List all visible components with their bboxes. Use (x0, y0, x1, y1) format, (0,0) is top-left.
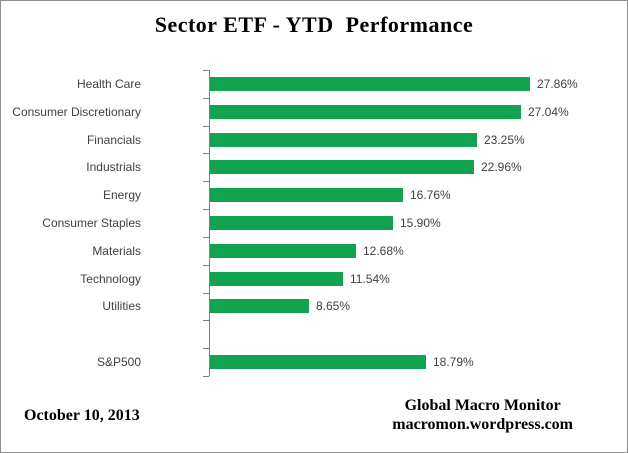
bar (210, 243, 356, 258)
bar (210, 132, 477, 147)
value-label: 15.90% (400, 215, 441, 230)
chart-title: Sector ETF - YTD Performance (154, 12, 474, 37)
axis-tick (203, 181, 209, 182)
axis-tick (203, 376, 209, 377)
source-line-2: macromon.wordpress.com (392, 416, 573, 433)
axis-tick (203, 237, 209, 238)
category-label: S&P500 (96, 355, 141, 370)
category-label: Materials (92, 243, 141, 258)
bar-row: Energy 16.76% (1, 181, 627, 209)
value-label: 8.65% (316, 299, 351, 314)
axis-tick (203, 265, 209, 266)
bar (210, 271, 343, 286)
y-axis-line (209, 70, 210, 376)
axis-tick (203, 320, 209, 321)
value-label: 12.68% (363, 243, 404, 258)
source-credit: Global Macro Monitor macromon.wordpress.… (392, 396, 573, 434)
category-label: Utilities (102, 299, 141, 314)
axis-tick (203, 293, 209, 294)
value-label: 18.79% (433, 355, 474, 370)
axis-tick (203, 126, 209, 127)
value-label: 16.76% (410, 188, 451, 203)
bar-row: Industrials 22.96% (1, 153, 627, 181)
value-label: 11.54% (350, 271, 390, 286)
bar (210, 215, 393, 230)
bar-row: Materials 12.68% (1, 237, 627, 265)
bar-row: Technology 11.54% (1, 265, 627, 293)
value-label: 27.86% (537, 76, 578, 91)
bar (210, 160, 474, 175)
category-label: Consumer Discretionary (12, 104, 141, 119)
category-label: Financials (86, 132, 141, 147)
category-label: Health Care (76, 76, 141, 91)
bar-row: Consumer Staples 15.90% (1, 209, 627, 237)
date-label: October 10, 2013 (24, 407, 140, 424)
bar-row: Utilities 8.65% (1, 293, 627, 321)
bar (210, 76, 530, 91)
bar-row (1, 320, 627, 348)
bar-row: Consumer Discretionary 27.04% (1, 98, 627, 126)
category-label: Industrials (86, 160, 141, 175)
category-label: Consumer Staples (42, 215, 141, 230)
bar-row: Health Care 27.86% (1, 70, 627, 98)
value-label: 22.96% (481, 160, 522, 175)
category-label: Technology (80, 271, 141, 286)
value-label: 27.04% (528, 104, 569, 119)
bar (210, 104, 521, 119)
source-line-1: Global Macro Monitor (404, 397, 561, 414)
bar (210, 188, 403, 203)
plot-area: Health Care 27.86% Consumer Discretionary 2… (1, 70, 627, 377)
axis-tick (203, 70, 209, 71)
bar-row: Financials 23.25% (1, 126, 627, 154)
category-label: Energy (102, 188, 141, 203)
bar (210, 299, 309, 314)
axis-tick (203, 348, 209, 349)
bar-row: S&P500 18.79% (1, 348, 627, 376)
axis-tick (203, 209, 209, 210)
axis-tick (203, 98, 209, 99)
category-label (1, 320, 141, 348)
axis-tick (203, 153, 209, 154)
bar (210, 355, 426, 370)
value-label: 23.25% (484, 132, 525, 147)
